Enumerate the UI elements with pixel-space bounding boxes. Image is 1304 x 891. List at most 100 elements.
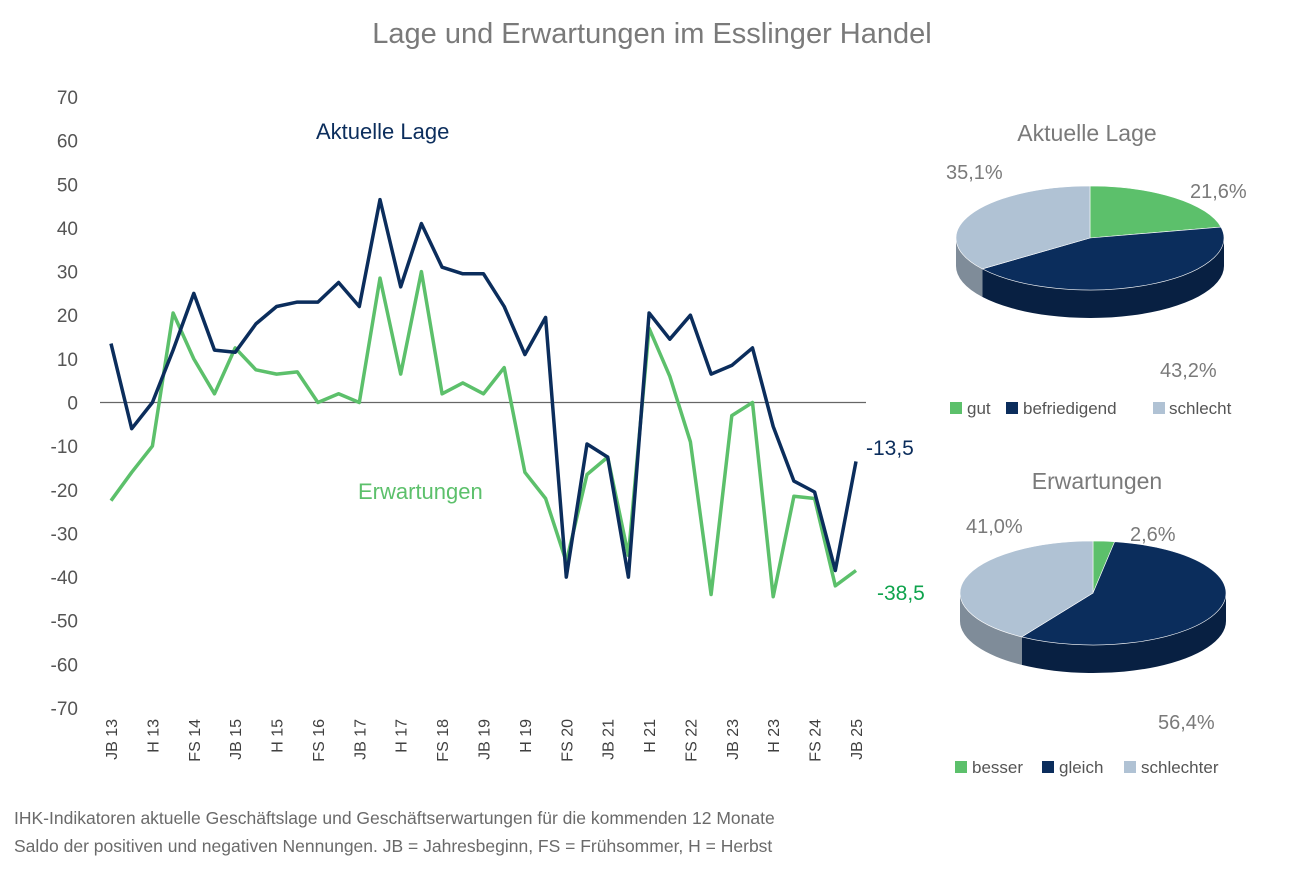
data-point-aktuelle-lage bbox=[399, 285, 402, 288]
legend-label-gut: gut bbox=[967, 399, 991, 418]
data-point-aktuelle-lage bbox=[337, 281, 340, 284]
data-point-aktuelle-lage bbox=[710, 373, 713, 376]
footnote-line-1: IHK-Indikatoren aktuelle Geschäftslage u… bbox=[14, 808, 775, 828]
data-point-erwartungen bbox=[441, 392, 444, 395]
pie-side-befriedigend bbox=[982, 238, 1224, 319]
data-point-erwartungen bbox=[585, 473, 588, 476]
x-tick-label: H 13 bbox=[145, 719, 162, 753]
pie-label-befriedigend: 43,2% bbox=[1160, 360, 1217, 382]
x-tick-label: JB 13 bbox=[104, 719, 121, 760]
legend-swatch-schlecht bbox=[1153, 402, 1165, 414]
data-point-erwartungen bbox=[544, 497, 547, 500]
pie-slice-schlecht bbox=[955, 185, 1091, 270]
data-point-erwartungen bbox=[689, 440, 692, 443]
data-point-aktuelle-lage bbox=[358, 305, 361, 308]
end-value-label-aktuelle-lage: -13,5 bbox=[866, 437, 914, 460]
data-point-erwartungen bbox=[130, 471, 133, 474]
y-tick-label: 40 bbox=[57, 219, 78, 240]
legend-swatch-besser bbox=[955, 761, 967, 773]
chart-title: Lage und Erwartungen im Esslinger Handel bbox=[372, 18, 932, 50]
data-point-erwartungen bbox=[648, 327, 651, 330]
data-point-aktuelle-lage bbox=[544, 316, 547, 319]
y-tick-label: -10 bbox=[51, 437, 78, 458]
x-tick-label: JB 21 bbox=[601, 719, 618, 760]
legend-label-schlechter: schlechter bbox=[1141, 758, 1219, 777]
data-point-erwartungen bbox=[172, 312, 175, 315]
data-point-erwartungen bbox=[751, 401, 754, 404]
data-point-erwartungen bbox=[213, 392, 216, 395]
y-tick-label: -40 bbox=[51, 568, 78, 589]
data-point-aktuelle-lage bbox=[834, 569, 837, 572]
data-point-aktuelle-lage bbox=[585, 442, 588, 445]
data-point-erwartungen bbox=[730, 414, 733, 417]
pie-side-gleich bbox=[1021, 593, 1226, 673]
legend-swatch-gleich bbox=[1042, 761, 1054, 773]
data-point-erwartungen bbox=[110, 499, 113, 502]
data-point-erwartungen bbox=[606, 456, 609, 459]
data-point-erwartungen bbox=[192, 357, 195, 360]
data-point-aktuelle-lage bbox=[172, 349, 175, 352]
pie-label-schlecht: 35,1% bbox=[946, 162, 1003, 184]
data-point-aktuelle-lage bbox=[689, 314, 692, 317]
data-point-erwartungen bbox=[855, 569, 858, 572]
pie-side-schlechter bbox=[960, 593, 1022, 665]
data-point-erwartungen bbox=[482, 392, 485, 395]
data-point-erwartungen bbox=[234, 346, 237, 349]
x-tick-label: H 23 bbox=[766, 719, 783, 753]
data-point-aktuelle-lage bbox=[792, 480, 795, 483]
data-point-aktuelle-lage bbox=[192, 292, 195, 295]
footnote-line-2: Saldo der positiven und negativen Nennun… bbox=[14, 836, 773, 856]
data-point-aktuelle-lage bbox=[565, 576, 568, 579]
x-tick-label: JB 19 bbox=[477, 719, 494, 760]
y-tick-label: 20 bbox=[57, 306, 78, 327]
x-tick-label: FS 14 bbox=[187, 719, 204, 762]
data-point-erwartungen bbox=[316, 401, 319, 404]
legend-swatch-gut bbox=[950, 402, 962, 414]
data-point-aktuelle-lage bbox=[213, 349, 216, 352]
y-tick-label: 10 bbox=[57, 350, 78, 371]
data-point-erwartungen bbox=[813, 497, 816, 500]
pie-label-schlechter: 41,0% bbox=[966, 516, 1023, 538]
x-tick-label: FS 22 bbox=[683, 719, 700, 762]
legend-label-schlecht: schlecht bbox=[1169, 399, 1232, 418]
pie-slice-schlechter bbox=[959, 540, 1094, 638]
data-point-aktuelle-lage bbox=[275, 305, 278, 308]
x-tick-label: H 21 bbox=[642, 719, 659, 753]
data-point-erwartungen bbox=[254, 368, 257, 371]
data-point-aktuelle-lage bbox=[648, 312, 651, 315]
data-point-erwartungen bbox=[772, 595, 775, 598]
x-tick-label: JB 15 bbox=[228, 719, 245, 760]
series-points bbox=[110, 198, 858, 598]
pie-legend-aktuelle-lage: gut befriedigend schlecht bbox=[950, 399, 1232, 418]
y-tick-label: 60 bbox=[57, 132, 78, 153]
x-tick-label: FS 18 bbox=[435, 719, 452, 762]
data-point-aktuelle-lage bbox=[523, 353, 526, 356]
pie-label-gut: 21,6% bbox=[1190, 181, 1247, 203]
pie-slice-gut bbox=[1089, 185, 1222, 239]
y-tick-label: 0 bbox=[67, 394, 78, 415]
data-point-erwartungen bbox=[399, 373, 402, 376]
data-point-aktuelle-lage bbox=[751, 346, 754, 349]
data-point-erwartungen bbox=[461, 381, 464, 384]
x-tick-label: H 17 bbox=[394, 719, 411, 753]
data-point-erwartungen bbox=[379, 277, 382, 280]
y-tick-label: -70 bbox=[51, 699, 78, 720]
x-tick-label: JB 17 bbox=[352, 719, 369, 760]
data-point-erwartungen bbox=[503, 366, 506, 369]
data-point-aktuelle-lage bbox=[730, 364, 733, 367]
y-tick-label: -60 bbox=[51, 655, 78, 676]
x-tick-label: JB 25 bbox=[849, 719, 866, 760]
pie-slice-befriedigend bbox=[981, 226, 1225, 291]
legend-swatch-schlechter bbox=[1124, 761, 1136, 773]
data-point-aktuelle-lage bbox=[482, 272, 485, 275]
data-point-erwartungen bbox=[710, 593, 713, 596]
x-tick-label: JB 23 bbox=[725, 719, 742, 760]
data-point-erwartungen bbox=[834, 584, 837, 587]
data-point-aktuelle-lage bbox=[813, 490, 816, 493]
data-point-aktuelle-lage bbox=[772, 425, 775, 428]
data-point-aktuelle-lage bbox=[151, 401, 154, 404]
data-point-aktuelle-lage bbox=[110, 342, 113, 345]
pie-title-aktuelle-lage: Aktuelle Lage bbox=[1017, 120, 1156, 146]
y-tick-label: 70 bbox=[57, 88, 78, 109]
